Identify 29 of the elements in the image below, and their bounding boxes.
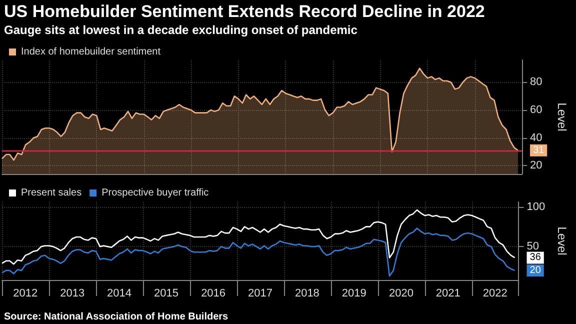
x-tick-label: 2021 [436,288,460,300]
annotation: 36 [530,252,542,264]
x-tick-label: 2019 [342,288,366,300]
x-tick-label: 2012 [13,288,38,300]
x-tick-label: 2017 [248,288,272,300]
y-tick-label: 80 [530,76,542,88]
x-tick-label: 2018 [294,288,320,300]
y-tick-label: 20 [530,160,542,172]
y-tick-label: 100 [526,200,546,213]
legend-label: Prospective buyer traffic [102,188,209,198]
x-tick-label: 2022 [482,288,508,300]
y-axis-title: Level [555,226,569,256]
x-tick-label: 2016 [201,288,226,300]
source-note: Source: National Association of Home Builders [4,312,229,322]
chart-title: US Homebuilder Sentiment Extends Record Decline in 2022 [4,2,485,21]
x-tick-label: 2013 [60,288,85,300]
legend-label: Present sales [21,188,82,198]
chart-subtitle: Gauge sits at lowest in a decade excluding onset of pandemic [4,23,358,37]
x-tick-label: 2020 [388,288,414,300]
line-series [1,209,516,265]
y-tick-label: 40 [530,132,542,144]
y-tick-label: 50 [526,240,539,253]
annotation: 31 [532,144,545,156]
line-series [1,228,516,277]
x-tick-label: 2015 [154,288,178,300]
x-tick-label: 2014 [107,288,132,300]
y-axis-title: Level [555,102,569,132]
legend-label: Index of homebuilder sentiment [21,46,161,58]
y-tick-label: 60 [530,104,542,116]
